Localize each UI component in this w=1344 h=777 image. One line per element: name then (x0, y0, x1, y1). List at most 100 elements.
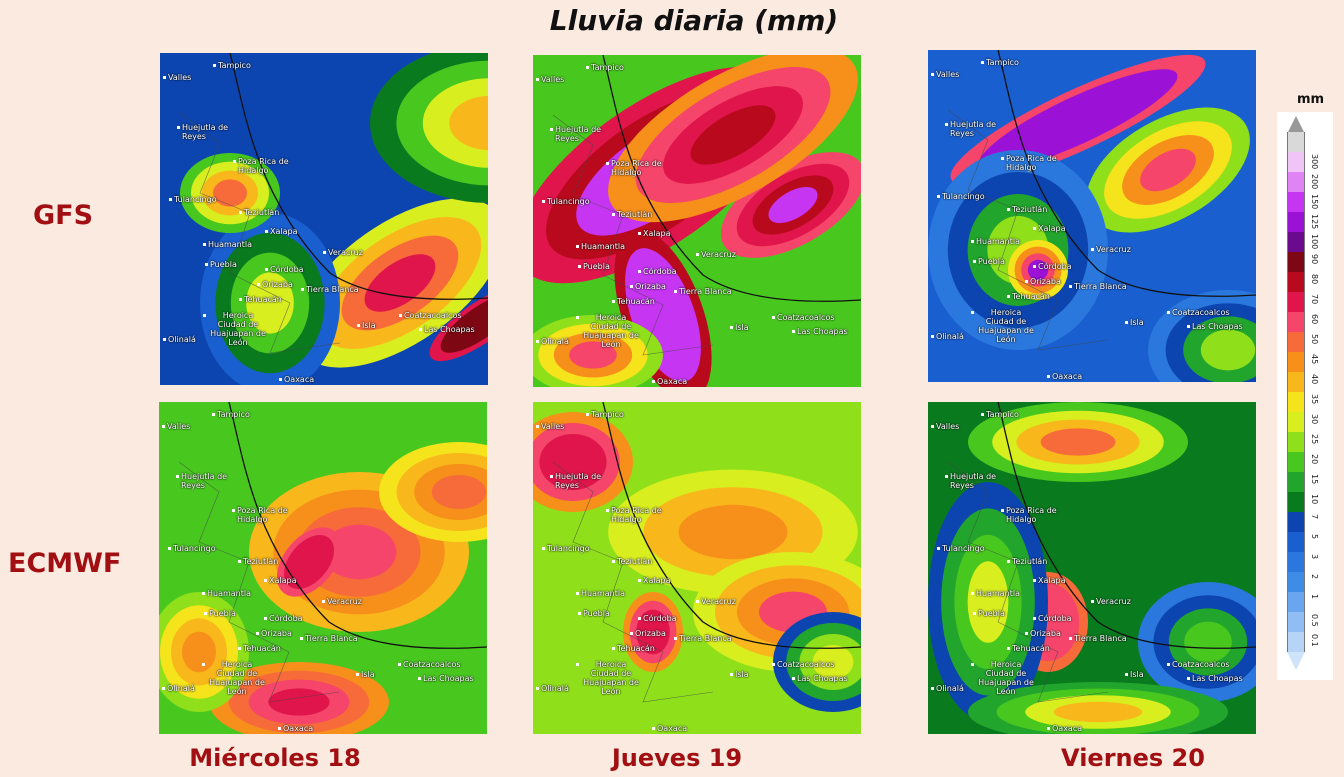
city-label: Tehuacán (1007, 644, 1050, 653)
city-label: Tulancingo (168, 544, 216, 553)
city-label: Coatzacoalcos (1167, 308, 1230, 317)
map-ecmwf-fri: Tampico Valles Huejutla de Reyes Poza Rica … (928, 402, 1256, 734)
city-label: Tampico (981, 58, 1019, 67)
colorbar-segment (1287, 212, 1305, 232)
city-label: Poza Rica de Hidalgo (606, 159, 671, 177)
city-label: Poza Rica de Hidalgo (232, 506, 297, 524)
city-label: Tierra Blanca (1069, 282, 1127, 291)
city-label: Coatzacoalcos (398, 660, 461, 669)
colorbar-segment (1287, 352, 1305, 372)
city-label: Córdoba (1033, 262, 1072, 271)
city-label: Tierra Blanca (674, 634, 732, 643)
city-label: Tierra Blanca (674, 287, 732, 296)
city-label: Las Choapas (792, 327, 848, 336)
colorbar-segment (1287, 132, 1305, 152)
city-label: Puebla (578, 262, 610, 271)
city-label: Teziutlán (1006, 557, 1048, 566)
city-label: Poza Rica de Hidalgo (1001, 506, 1066, 524)
city-label: Orizaba (630, 282, 666, 291)
map-gfs-wed: Tampico Valles Huejutla de Reyes Poza Rica … (160, 53, 488, 385)
city-label: Tulancingo (542, 197, 590, 206)
colorbar-tick: 20 (1310, 454, 1319, 465)
city-label: Heroica Ciudad de Huajuapan de León (576, 313, 641, 349)
city-label: Huamantla (970, 237, 1021, 246)
city-label: Heroica Ciudad de Huajuapan de León (576, 660, 641, 696)
city-label: Oaxaca (1046, 372, 1083, 381)
colorbar-segment (1287, 412, 1305, 432)
city-label: Las Choapas (792, 674, 848, 683)
map-gfs-thu: Tampico Valles Huejutla de Reyes Poza Rica … (533, 55, 861, 387)
colorbar-tick: 80 (1310, 274, 1319, 285)
city-label: Isla (730, 670, 749, 679)
city-label: Olinalá (536, 684, 569, 693)
colorbar-segment (1287, 532, 1305, 552)
city-label: Xalapa (1033, 224, 1066, 233)
city-label: Valles (161, 422, 191, 431)
colorbar-segment (1287, 192, 1305, 212)
city-label: Teziutlán (611, 210, 653, 219)
city-label: Puebla (973, 257, 1005, 266)
col-label-wed: Miércoles 18 (189, 744, 361, 772)
city-label: Puebla (973, 609, 1005, 618)
city-label: Huamantla (575, 589, 626, 598)
colorbar-segment (1287, 572, 1305, 592)
colorbar: 0.1 0.5 1 2 3 5 7 10 15 20 25 30 35 40 45 50 60 70 80 90 100… (1277, 112, 1333, 680)
colorbar-tick: 200 (1310, 174, 1319, 190)
page-title: Lluvia diaria (mm) (549, 4, 839, 37)
city-label: Oaxaca (278, 375, 315, 384)
colorbar-top-arrow (1287, 116, 1305, 134)
colorbar-segment (1287, 372, 1305, 392)
colorbar-segment (1287, 452, 1305, 472)
city-label: Las Choapas (418, 674, 474, 683)
map-ecmwf-thu: Tampico Valles Huejutla de Reyes Poza Rica … (533, 402, 861, 734)
city-label: Coatzacoalcos (772, 660, 835, 669)
colorbar-tick: 5 (1310, 534, 1319, 540)
city-label: Córdoba (265, 265, 304, 274)
colorbar-tick: 90 (1310, 254, 1319, 265)
city-label: Orizaba (257, 280, 293, 289)
colorbar-tick: 35 (1310, 394, 1319, 405)
city-label: Las Choapas (419, 325, 475, 334)
city-label: Poza Rica de Hidalgo (1001, 154, 1066, 172)
city-label: Huejutla de Reyes (945, 120, 1010, 138)
city-label: Oaxaca (651, 377, 688, 386)
colorbar-segment (1287, 252, 1305, 272)
city-label: Orizaba (256, 629, 292, 638)
colorbar-tick: 45 (1310, 354, 1319, 365)
colorbar-segment (1287, 272, 1305, 292)
city-label: Olinalá (536, 337, 569, 346)
city-label: Huamantla (202, 240, 253, 249)
city-label: Veracruz (1091, 245, 1131, 254)
city-label: Isla (1125, 670, 1144, 679)
city-label: Orizaba (1025, 629, 1061, 638)
city-label: Veracruz (696, 250, 736, 259)
colorbar-segment (1287, 612, 1305, 632)
city-label: Xalapa (638, 576, 671, 585)
city-label: Coatzacoalcos (399, 311, 462, 320)
colorbar-tick: 100 (1310, 234, 1319, 250)
col-label-thu: Jueves 19 (611, 744, 743, 772)
city-label: Huejutla de Reyes (550, 125, 615, 143)
city-label: Valles (535, 422, 565, 431)
city-label: Teziutlán (238, 208, 280, 217)
city-label: Las Choapas (1187, 674, 1243, 683)
city-label: Teziutlán (611, 557, 653, 566)
city-label: Veracruz (1091, 597, 1131, 606)
city-label: Heroica Ciudad de Huajuapan de León (202, 660, 267, 696)
colorbar-segment (1287, 392, 1305, 412)
city-label: Olinalá (163, 335, 196, 344)
city-label: Poza Rica de Hidalgo (606, 506, 671, 524)
colorbar-segment (1287, 232, 1305, 252)
city-label: Huejutla de Reyes (176, 472, 241, 490)
city-label: Oaxaca (277, 724, 314, 733)
city-label: Huamantla (970, 589, 1021, 598)
city-label: Córdoba (638, 614, 677, 623)
city-label: Tampico (213, 61, 251, 70)
city-label: Tierra Blanca (301, 285, 359, 294)
city-label: Tehuacán (239, 295, 282, 304)
city-label: Isla (357, 321, 376, 330)
colorbar-segment (1287, 312, 1305, 332)
colorbar-tick: 7 (1310, 514, 1319, 520)
city-label: Tampico (586, 410, 624, 419)
colorbar-bottom-arrow (1287, 652, 1305, 670)
